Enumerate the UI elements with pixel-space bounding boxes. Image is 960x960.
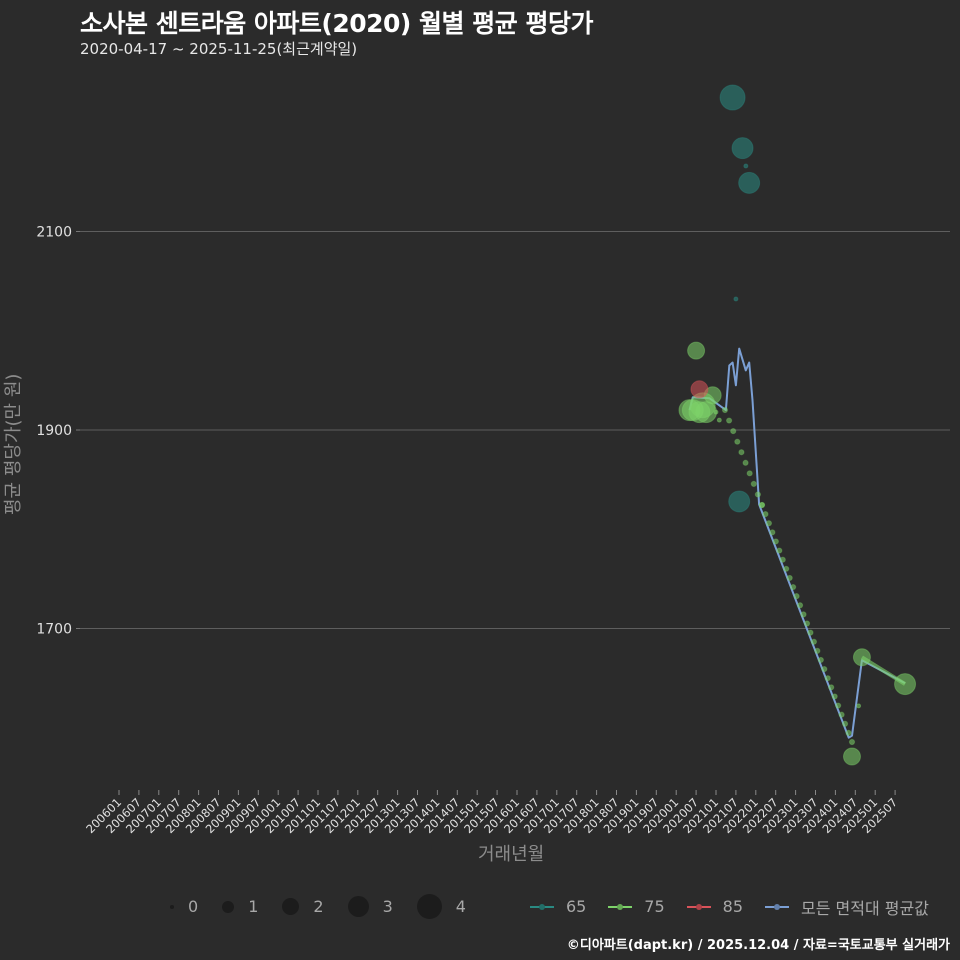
size-dot-icon <box>347 896 369 917</box>
y-tick-label: 1900 <box>36 423 72 439</box>
data-point-65 <box>743 163 749 169</box>
source-credit: ©디아파트(dapt.kr) / 2025.12.04 / 자료=국토교통부 실… <box>566 938 950 953</box>
data-point-65 <box>728 490 751 513</box>
y-axis-label: 평균 평당가(만 원) <box>3 373 24 515</box>
line-key-icon <box>686 905 711 908</box>
size-dot-icon <box>282 898 300 915</box>
chart-subtitle: 2020-04-17 ~ 2025-11-25(최근계약일) <box>80 40 358 58</box>
line-key-icon <box>608 905 633 908</box>
data-point-75 <box>687 341 706 360</box>
size-legend-item: 2 <box>282 897 333 916</box>
size-legend-item: 1 <box>222 897 268 916</box>
size-legend-item: 4 <box>416 894 476 919</box>
size-legend-item: 3 <box>347 896 403 917</box>
series-legend: 65 75 85 모든 면적대 평균값 <box>529 895 951 919</box>
data-point-65 <box>733 296 739 302</box>
data-point-85 <box>690 380 709 399</box>
series-legend-item: 75 <box>608 897 672 916</box>
series-legend-item: 85 <box>686 897 751 916</box>
average-line <box>688 347 906 739</box>
data-point-75 <box>695 401 718 424</box>
data-point-65 <box>719 84 746 111</box>
data-point-75 <box>894 673 917 696</box>
x-axis-label: 거래년월 <box>478 844 545 865</box>
size-legend-item: 0 <box>170 897 208 916</box>
y-tick-label: 1700 <box>36 622 72 638</box>
size-dot-icon <box>416 894 442 919</box>
chart-title: 소사본 센트라움 아파트(2020) 월별 평균 평당가 <box>80 9 593 38</box>
data-point-75 <box>852 648 871 667</box>
size-dot-icon <box>222 900 235 913</box>
data-point-75 <box>713 409 719 415</box>
data-point-75 <box>842 747 861 766</box>
y-tick-label: 2100 <box>36 225 72 241</box>
data-point-65 <box>738 171 761 194</box>
series-legend-item: 모든 면적대 평균값 <box>765 895 937 919</box>
data-point-65 <box>731 137 754 160</box>
series-legend-item: 65 <box>529 897 594 916</box>
data-point-75 <box>856 703 862 709</box>
size-dot-icon <box>170 904 174 909</box>
data-point-75 <box>716 417 722 423</box>
line-key-icon <box>765 905 790 908</box>
line-key-icon <box>529 905 554 908</box>
